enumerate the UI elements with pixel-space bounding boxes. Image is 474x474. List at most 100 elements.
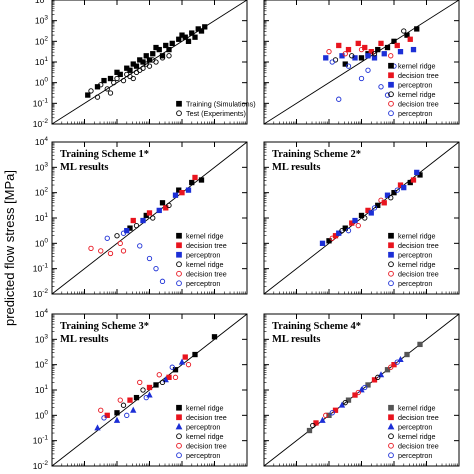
data-point (332, 407, 339, 413)
data-point (198, 28, 205, 34)
data-point (146, 391, 153, 398)
data-point (114, 410, 120, 416)
data-point (381, 200, 387, 206)
y-tick-label: 102 (35, 187, 48, 198)
data-point (342, 400, 348, 406)
legend-marker (388, 433, 394, 440)
legend-label: perceptron (398, 451, 432, 460)
data-point (345, 63, 352, 69)
data-point (140, 387, 146, 393)
y-tick-label: 10-2 (33, 118, 49, 129)
data-point (172, 192, 179, 198)
data-point (166, 53, 172, 59)
data-point (150, 57, 156, 63)
y-tick-label: 10-2 (33, 288, 49, 299)
plot-area (52, 314, 247, 466)
data-point (150, 215, 156, 221)
legend-label: Training (Simulations) (186, 99, 256, 108)
data-point (146, 255, 153, 262)
panel-6: Training Scheme 4* ML results kernel ridge… (263, 313, 460, 467)
data-point (153, 382, 159, 388)
data-point (329, 59, 335, 65)
data-point (342, 225, 348, 231)
legend-label: decision tree (186, 241, 227, 250)
data-point (417, 341, 423, 348)
panel-title-line: ML results (60, 162, 109, 173)
data-point (362, 215, 368, 221)
data-point (124, 71, 130, 78)
data-point (127, 67, 133, 73)
data-point (107, 75, 114, 82)
data-point (98, 248, 104, 254)
panel-title-line: Training Scheme 2* (272, 149, 361, 160)
plot-area (264, 314, 459, 466)
y-tick-label: 104 (35, 0, 48, 5)
data-point (358, 212, 365, 219)
legend-label: decision tree (398, 413, 439, 422)
data-point (114, 69, 120, 75)
data-point (101, 77, 107, 84)
data-point (104, 412, 110, 418)
legend-marker (387, 422, 395, 430)
legend-marker (176, 261, 182, 268)
y-tick-label: 101 (35, 384, 48, 395)
legend-marker (388, 100, 394, 107)
data-point (146, 210, 153, 216)
legend-label: kernel ridge (186, 260, 224, 269)
y-tick-label: 10-1 (33, 97, 49, 108)
legend-marker (176, 452, 182, 459)
data-point (166, 202, 172, 208)
legend-marker (388, 81, 394, 88)
legend-label: perceptron (186, 250, 220, 259)
data-point (323, 412, 329, 418)
legend-marker (176, 110, 182, 117)
data-point (104, 235, 110, 241)
legend-marker (176, 280, 182, 287)
data-point (137, 243, 143, 249)
data-point (378, 197, 384, 203)
data-point (326, 49, 332, 55)
data-point (192, 351, 198, 358)
legend-marker (175, 422, 183, 430)
data-point (192, 34, 198, 40)
data-point (114, 233, 120, 239)
data-point (153, 44, 159, 51)
data-point (336, 96, 342, 102)
data-point (202, 24, 208, 30)
data-point (117, 240, 123, 246)
panel-title-line: ML results (272, 162, 321, 173)
data-point (140, 217, 146, 224)
data-point (130, 217, 136, 224)
data-point (365, 53, 371, 59)
legend-marker (176, 442, 182, 449)
data-point (133, 394, 140, 401)
data-point (345, 46, 352, 53)
data-point (120, 77, 127, 84)
data-point (388, 195, 394, 201)
legend-label: decision tree (186, 413, 227, 422)
data-point (113, 416, 121, 423)
data-point (378, 84, 384, 90)
panel-title-line: Training Scheme 1* (60, 149, 149, 160)
data-point (137, 67, 143, 73)
data-point (162, 376, 169, 383)
data-point (166, 374, 172, 380)
data-point (178, 358, 186, 365)
data-point (172, 374, 179, 380)
data-point (345, 228, 352, 234)
legend-label: perceptron (398, 80, 432, 89)
panel-title-line: Training Scheme 4* (272, 321, 361, 332)
legend-label: kernel ridge (398, 260, 436, 269)
data-point (114, 75, 120, 82)
legend-label: kernel ridge (398, 432, 436, 441)
data-point (407, 36, 413, 42)
data-point (182, 354, 188, 360)
panel-title-line: Training Scheme 3* (60, 321, 149, 332)
data-point (94, 424, 101, 431)
data-point (384, 92, 391, 98)
data-point (336, 42, 342, 49)
legend-label: decision tree (186, 441, 227, 450)
legend-label: perceptron (398, 109, 432, 118)
plot-area (52, 142, 247, 294)
